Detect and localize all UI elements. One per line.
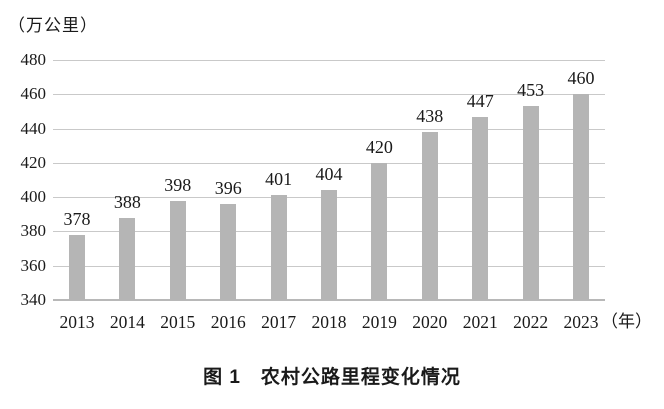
bar — [573, 94, 589, 300]
y-axis-tick-label: 420 — [20, 152, 47, 172]
x-axis-tick-label: 2014 — [109, 312, 145, 332]
bar — [321, 190, 337, 300]
x-axis-tick-label: 2023 — [563, 312, 599, 332]
x-axis-tick-label: 2019 — [361, 312, 397, 332]
y-axis-tick-label: 340 — [20, 290, 47, 309]
bar-value-label: 396 — [214, 178, 242, 198]
x-axis-tick-label: 2018 — [311, 312, 347, 332]
y-axis-tick-label: 400 — [20, 187, 47, 207]
bar-value-label: 420 — [365, 136, 393, 157]
bar — [522, 106, 539, 300]
bar-value-label: 388 — [113, 191, 141, 212]
bar — [69, 234, 85, 300]
bar-value-label: 453 — [517, 80, 545, 101]
x-axis-tick-label: 2017 — [261, 312, 297, 332]
x-axis-tick-label: 2013 — [59, 312, 95, 332]
y-axis-tick-label: 480 — [20, 50, 47, 69]
x-axis-tick-label: 2016 — [210, 312, 246, 332]
x-axis-tick-label: 2020 — [412, 312, 448, 332]
bar-value-label: 460 — [567, 68, 595, 89]
bar-chart: 340 360 380 400 420 440 460 480 378 2013 388 2014 39… — [20, 50, 605, 332]
bar — [421, 132, 438, 300]
gridline — [53, 162, 605, 164]
bar-value-label: 404 — [315, 164, 343, 185]
x-axis-tick-label: 2022 — [513, 312, 549, 332]
bar-value-label: 438 — [416, 106, 444, 126]
y-axis-unit-label: （万公里） — [8, 16, 98, 35]
y-axis-tick-label: 440 — [20, 118, 47, 138]
y-axis-tick-label: 360 — [20, 255, 47, 275]
bar-value-label: 378 — [63, 208, 91, 229]
bar — [169, 200, 186, 300]
bar-value-label: 398 — [164, 174, 192, 195]
bar — [371, 162, 388, 300]
bar — [472, 116, 489, 300]
axis-baseline — [53, 299, 605, 301]
bar — [270, 195, 287, 300]
gridline — [53, 60, 605, 61]
figure-caption: 图 1 农村公路里程变化情况 — [203, 367, 461, 388]
x-axis-tick-label: 2021 — [462, 312, 498, 332]
bar-value-label: 401 — [265, 169, 293, 190]
bar — [220, 204, 237, 300]
x-axis-tick-label: 2015 — [160, 312, 196, 332]
bar — [119, 217, 136, 300]
y-axis-tick-label: 380 — [20, 221, 47, 241]
gridline — [53, 94, 605, 96]
gridline — [53, 128, 605, 130]
y-axis-tick-label: 460 — [20, 84, 47, 104]
bar-value-label: 447 — [466, 90, 494, 111]
x-axis-unit-label: （年） — [601, 312, 652, 331]
